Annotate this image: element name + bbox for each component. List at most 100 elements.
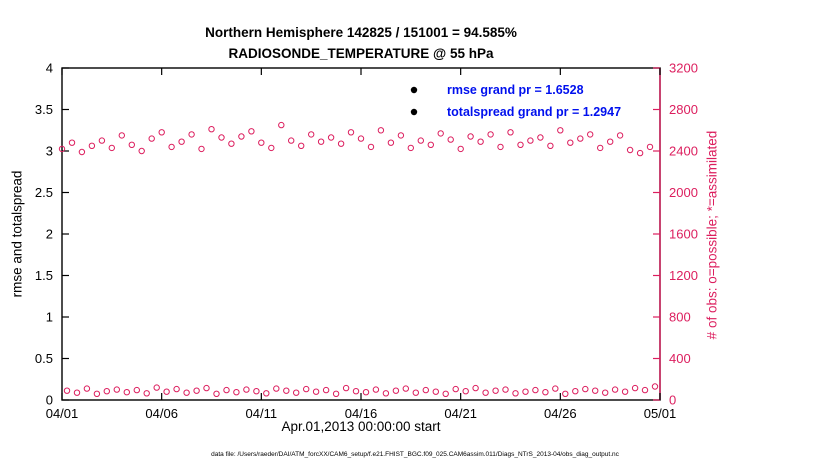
x-tick-label: 04/16 [345,406,378,421]
rmse-legend-dot [410,86,418,94]
right-tick-label: 400 [669,351,691,366]
left-axis-ticks: 0 0.5 1 1.5 2 2.5 3 3.5 4 [35,61,69,408]
obs_possible-marker [158,129,165,136]
obs_possible-marker [228,140,235,147]
obs_possible-marker [103,388,111,395]
obs_possible-marker [392,387,400,394]
obs_possible-marker [128,141,136,149]
obs_possible-marker [532,386,539,394]
obs_possible-marker [303,385,310,393]
obs_possible-marker [407,144,414,152]
legend-item-rmse: rmse grand pr = 1.6528 [388,79,621,101]
obs_possible-marker [248,128,255,135]
obs_possible-marker [322,386,330,394]
obs_possible-marker [347,129,355,136]
obs_possible-marker [93,390,101,397]
chart-title-line2: RADIOSONDE_TEMPERATURE @ 55 hPa [228,46,494,61]
left-tick-label: 3 [46,144,53,159]
obs_possible-marker [312,388,320,395]
obs_possible-marker [337,140,345,147]
right-tick-label: 0 [669,393,676,408]
x-tick-label: 04/21 [444,406,477,421]
obs_possible-marker [88,142,96,150]
obs_possible-marker [123,389,131,396]
obs_possible-marker [188,131,195,138]
obs_possible-marker [462,388,469,395]
obs_possible-marker [631,384,639,392]
x-axis-label: Apr.01,2013 00:00:00 start [281,419,441,434]
obs_possible-marker [447,136,454,143]
obs_possible-marker [621,388,629,395]
obs_possible-marker [268,144,275,152]
obs_possible-marker [238,133,245,140]
obs_possible-marker [482,389,489,396]
obs_possible-marker [432,388,439,395]
obs_possible-marker [218,134,225,141]
obs_possible-marker [273,385,280,392]
obs_possible-marker [651,383,659,390]
obs_possible-marker [327,134,335,141]
plot-box [61,67,661,401]
obs_possible-marker [113,386,121,393]
left-tick-label: 3.5 [35,102,53,117]
obs_possible-marker [183,389,190,396]
obs_possible-marker [562,390,569,397]
rmse-legend-marker [410,86,418,94]
x-axis-ticks: 04/01 04/06 04/11 04/16 04/21 04/26 05/01 [46,68,676,421]
obs_possible-marker [178,138,185,145]
obs_possible-marker [372,386,380,393]
obs_possible-marker [377,127,385,134]
obs_possible-marker [487,131,494,138]
legend-label-totalspread: totalspread grand pr = 1.2947 [447,105,622,119]
obs_possible-marker [497,143,504,151]
right-tick-label: 1200 [669,268,698,283]
data-file-caption: data file: /Users/raeder/DAI/ATM_forcXX/… [211,451,619,458]
obs_possible-marker [417,137,424,144]
obs_possible-marker [243,386,250,393]
obs_possible-marker [63,387,71,394]
obs_possible-marker [278,121,285,129]
obs_possible-marker [387,139,395,146]
obs_possible-marker [173,385,180,393]
obs_possible-marker [78,148,86,156]
obs_possible-series [58,121,659,397]
obs_possible-marker [472,384,479,392]
obs_possible-marker [213,390,220,397]
obs_possible-marker [492,387,499,394]
obs_possible-marker [163,388,170,395]
left-tick-label: 1.5 [35,268,53,283]
left-tick-label: 0.5 [35,351,53,366]
obs_possible-marker [582,385,589,393]
obs_possible-marker [367,143,375,151]
obs_possible-marker [317,138,325,145]
obs_possible-marker [607,138,614,145]
obs_possible-marker [626,146,634,154]
chart-legend: rmse grand pr = 1.6528 totalspread grand… [388,79,621,123]
obs_possible-marker [641,386,649,394]
legend-label-rmse: rmse grand pr = 1.6528 [447,83,584,97]
obs_possible-marker [597,144,604,152]
obs_possible-marker [567,139,574,146]
obs_possible-marker [357,135,365,142]
obs_possible-marker [138,147,145,155]
obs_possible-marker [83,385,91,392]
obs_possible-marker [253,388,260,395]
obs_possible-marker [402,385,409,392]
obs_possible-marker [108,144,116,152]
obs_possible-marker [118,132,126,139]
obs_possible-marker [342,384,350,392]
obs_possible-marker [527,137,534,144]
obs_possible-marker [258,139,265,146]
totalspread-legend-marker [410,108,418,116]
obs_possible-marker [58,145,66,153]
obs_possible-marker [592,387,599,394]
obs_possible-marker [507,129,514,136]
right-tick-label: 2400 [669,144,698,159]
obs_possible-marker [362,389,370,396]
obs_possible-marker [332,390,340,397]
obs_possible-marker [133,386,141,394]
obs_possible-marker [198,145,205,153]
right-tick-label: 1600 [669,227,698,242]
obs_possible-marker [427,141,434,149]
left-tick-label: 2.5 [35,185,53,200]
